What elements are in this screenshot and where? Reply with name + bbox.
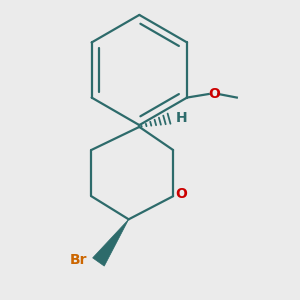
Text: Br: Br: [70, 253, 88, 267]
Text: H: H: [176, 111, 187, 125]
Text: O: O: [208, 87, 220, 101]
Text: O: O: [175, 188, 187, 201]
Polygon shape: [93, 219, 129, 266]
